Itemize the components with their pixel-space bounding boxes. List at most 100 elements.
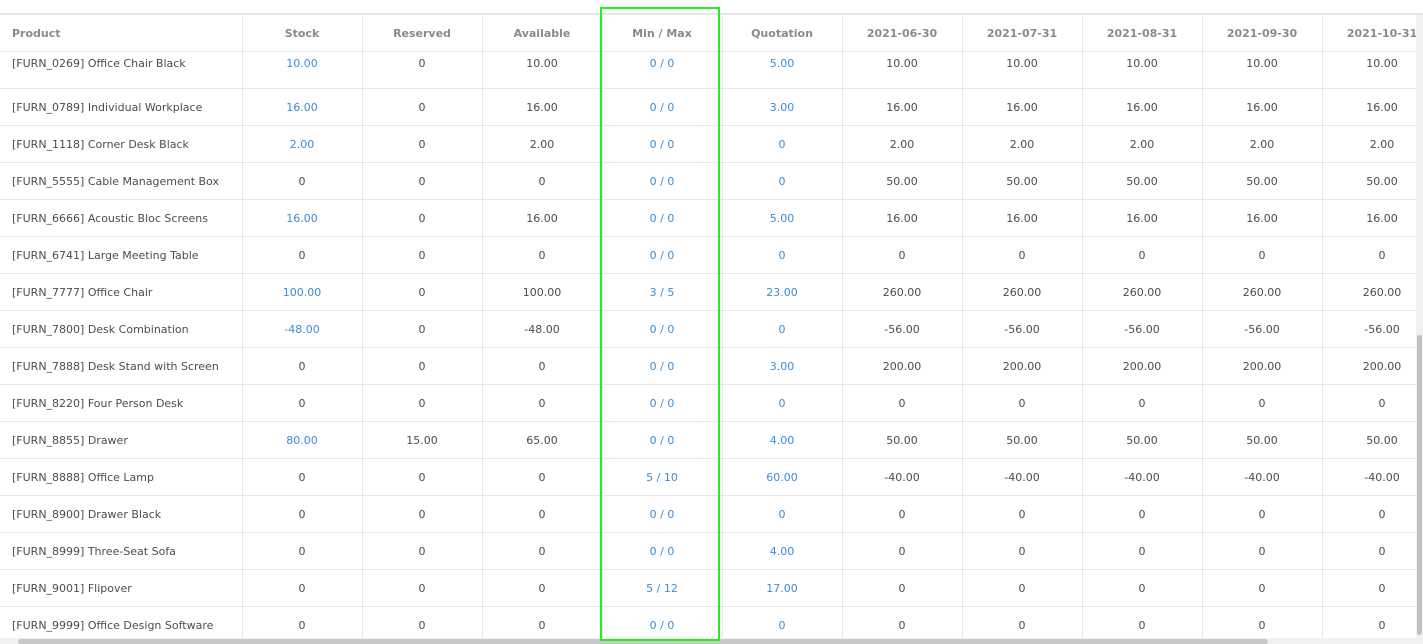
cell-quotation[interactable]: 3.00 bbox=[722, 347, 843, 385]
cell-product: [FURN_5555] Cable Management Box bbox=[0, 162, 243, 200]
cell-product: [FURN_1118] Corner Desk Black bbox=[0, 125, 243, 163]
cell-2021-10-31: -40.00 bbox=[1322, 458, 1416, 496]
horizontal-scrollbar-thumb[interactable] bbox=[18, 639, 1268, 644]
cell-product: [FURN_9001] Flipover bbox=[0, 569, 243, 607]
cell-stock: 0 bbox=[242, 532, 363, 570]
column-header-reserved[interactable]: Reserved bbox=[362, 15, 483, 52]
cell-2021-08-31: -40.00 bbox=[1082, 458, 1203, 496]
cell-stock[interactable]: 100.00 bbox=[242, 273, 363, 311]
column-header-product[interactable]: Product bbox=[0, 15, 243, 52]
cell-2021-10-31: 200.00 bbox=[1322, 347, 1416, 385]
cell-2021-07-31: 0 bbox=[962, 532, 1083, 570]
cell-quotation[interactable]: 17.00 bbox=[722, 569, 843, 607]
cell-available: 0 bbox=[482, 569, 603, 607]
cell-available: 0 bbox=[482, 347, 603, 385]
cell-quotation[interactable]: 5.00 bbox=[722, 51, 843, 89]
cell-quotation[interactable]: 0 bbox=[722, 310, 843, 348]
header-row: Product Stock Reserved Available Min / M… bbox=[0, 15, 1416, 52]
cell-product: [FURN_6741] Large Meeting Table bbox=[0, 236, 243, 274]
column-header-stock[interactable]: Stock bbox=[242, 15, 363, 52]
cell-stock[interactable]: 16.00 bbox=[242, 88, 363, 126]
table-row: [FURN_7888] Desk Stand with Screen 0 0 0 0 /… bbox=[0, 347, 1416, 385]
cell-reserved: 0 bbox=[362, 606, 483, 638]
cell-min-max[interactable]: 0 / 0 bbox=[602, 88, 723, 126]
cell-quotation[interactable]: 0 bbox=[722, 384, 843, 422]
cell-2021-07-31: 50.00 bbox=[962, 162, 1083, 200]
cell-quotation[interactable]: 5.00 bbox=[722, 199, 843, 237]
cell-quotation[interactable]: 4.00 bbox=[722, 421, 843, 459]
cell-min-max[interactable]: 5 / 10 bbox=[602, 458, 723, 496]
cell-reserved: 0 bbox=[362, 88, 483, 126]
cell-2021-08-31: 16.00 bbox=[1082, 88, 1203, 126]
cell-reserved: 0 bbox=[362, 236, 483, 274]
cell-stock: 0 bbox=[242, 347, 363, 385]
cell-quotation[interactable]: 0 bbox=[722, 125, 843, 163]
cell-quotation[interactable]: 23.00 bbox=[722, 273, 843, 311]
cell-stock[interactable]: 80.00 bbox=[242, 421, 363, 459]
column-header-quotation[interactable]: Quotation bbox=[722, 15, 843, 52]
cell-2021-08-31: 0 bbox=[1082, 569, 1203, 607]
table-row: [FURN_9999] Office Design Software 0 0 0 0 /… bbox=[0, 606, 1416, 638]
cell-quotation[interactable]: 0 bbox=[722, 495, 843, 533]
vertical-scrollbar[interactable] bbox=[1416, 15, 1423, 638]
cell-min-max[interactable]: 0 / 0 bbox=[602, 51, 723, 89]
cell-min-max[interactable]: 0 / 0 bbox=[602, 310, 723, 348]
cell-min-max[interactable]: 0 / 0 bbox=[602, 606, 723, 638]
cell-2021-08-31: 50.00 bbox=[1082, 162, 1203, 200]
cell-2021-06-30: 2.00 bbox=[842, 125, 963, 163]
cell-2021-07-31: 16.00 bbox=[962, 199, 1083, 237]
cell-min-max[interactable]: 3 / 5 bbox=[602, 273, 723, 311]
column-header-min-max[interactable]: Min / Max bbox=[602, 15, 723, 52]
cell-2021-09-30: 16.00 bbox=[1202, 88, 1323, 126]
cell-min-max[interactable]: 0 / 0 bbox=[602, 421, 723, 459]
cell-product: [FURN_9999] Office Design Software bbox=[0, 606, 243, 638]
column-header-2021-08-31[interactable]: 2021-08-31 bbox=[1082, 15, 1203, 52]
cell-min-max[interactable]: 0 / 0 bbox=[602, 347, 723, 385]
cell-min-max[interactable]: 0 / 0 bbox=[602, 495, 723, 533]
cell-2021-09-30: 0 bbox=[1202, 569, 1323, 607]
cell-available: 10.00 bbox=[482, 51, 603, 89]
cell-stock[interactable]: 10.00 bbox=[242, 51, 363, 89]
column-header-2021-09-30[interactable]: 2021-09-30 bbox=[1202, 15, 1323, 52]
cell-quotation[interactable]: 60.00 bbox=[722, 458, 843, 496]
cell-stock[interactable]: -48.00 bbox=[242, 310, 363, 348]
cell-reserved: 15.00 bbox=[362, 421, 483, 459]
cell-product: [FURN_8900] Drawer Black bbox=[0, 495, 243, 533]
report-table: Product Stock Reserved Available Min / M… bbox=[0, 15, 1416, 638]
cell-2021-09-30: 260.00 bbox=[1202, 273, 1323, 311]
cell-2021-07-31: 0 bbox=[962, 569, 1083, 607]
cell-product: [FURN_8999] Three-Seat Sofa bbox=[0, 532, 243, 570]
cell-2021-06-30: 200.00 bbox=[842, 347, 963, 385]
cell-product: [FURN_7800] Desk Combination bbox=[0, 310, 243, 348]
vertical-scrollbar-thumb[interactable] bbox=[1417, 335, 1422, 635]
cell-stock[interactable]: 16.00 bbox=[242, 199, 363, 237]
cell-min-max[interactable]: 0 / 0 bbox=[602, 236, 723, 274]
cell-quotation[interactable]: 0 bbox=[722, 236, 843, 274]
cell-2021-09-30: 0 bbox=[1202, 236, 1323, 274]
cell-2021-08-31: 0 bbox=[1082, 606, 1203, 638]
cell-min-max[interactable]: 0 / 0 bbox=[602, 125, 723, 163]
cell-reserved: 0 bbox=[362, 125, 483, 163]
cell-stock: 0 bbox=[242, 384, 363, 422]
cell-2021-08-31: 0 bbox=[1082, 236, 1203, 274]
cell-min-max[interactable]: 0 / 0 bbox=[602, 532, 723, 570]
column-header-2021-10-31[interactable]: 2021-10-31 bbox=[1322, 15, 1416, 52]
cell-min-max[interactable]: 0 / 0 bbox=[602, 384, 723, 422]
cell-quotation[interactable]: 3.00 bbox=[722, 88, 843, 126]
cell-2021-08-31: 0 bbox=[1082, 384, 1203, 422]
cell-quotation[interactable]: 4.00 bbox=[722, 532, 843, 570]
cell-min-max[interactable]: 0 / 0 bbox=[602, 199, 723, 237]
cell-available: 0 bbox=[482, 606, 603, 638]
cell-quotation[interactable]: 0 bbox=[722, 606, 843, 638]
column-header-available[interactable]: Available bbox=[482, 15, 603, 52]
cell-min-max[interactable]: 0 / 0 bbox=[602, 162, 723, 200]
cell-stock[interactable]: 2.00 bbox=[242, 125, 363, 163]
cell-quotation[interactable]: 0 bbox=[722, 162, 843, 200]
table-row: [FURN_1118] Corner Desk Black 2.00 0 2.00 0 … bbox=[0, 125, 1416, 163]
cell-2021-07-31: 260.00 bbox=[962, 273, 1083, 311]
column-header-2021-07-31[interactable]: 2021-07-31 bbox=[962, 15, 1083, 52]
cell-2021-09-30: 0 bbox=[1202, 384, 1323, 422]
cell-2021-08-31: 260.00 bbox=[1082, 273, 1203, 311]
cell-min-max[interactable]: 5 / 12 bbox=[602, 569, 723, 607]
column-header-2021-06-30[interactable]: 2021-06-30 bbox=[842, 15, 963, 52]
